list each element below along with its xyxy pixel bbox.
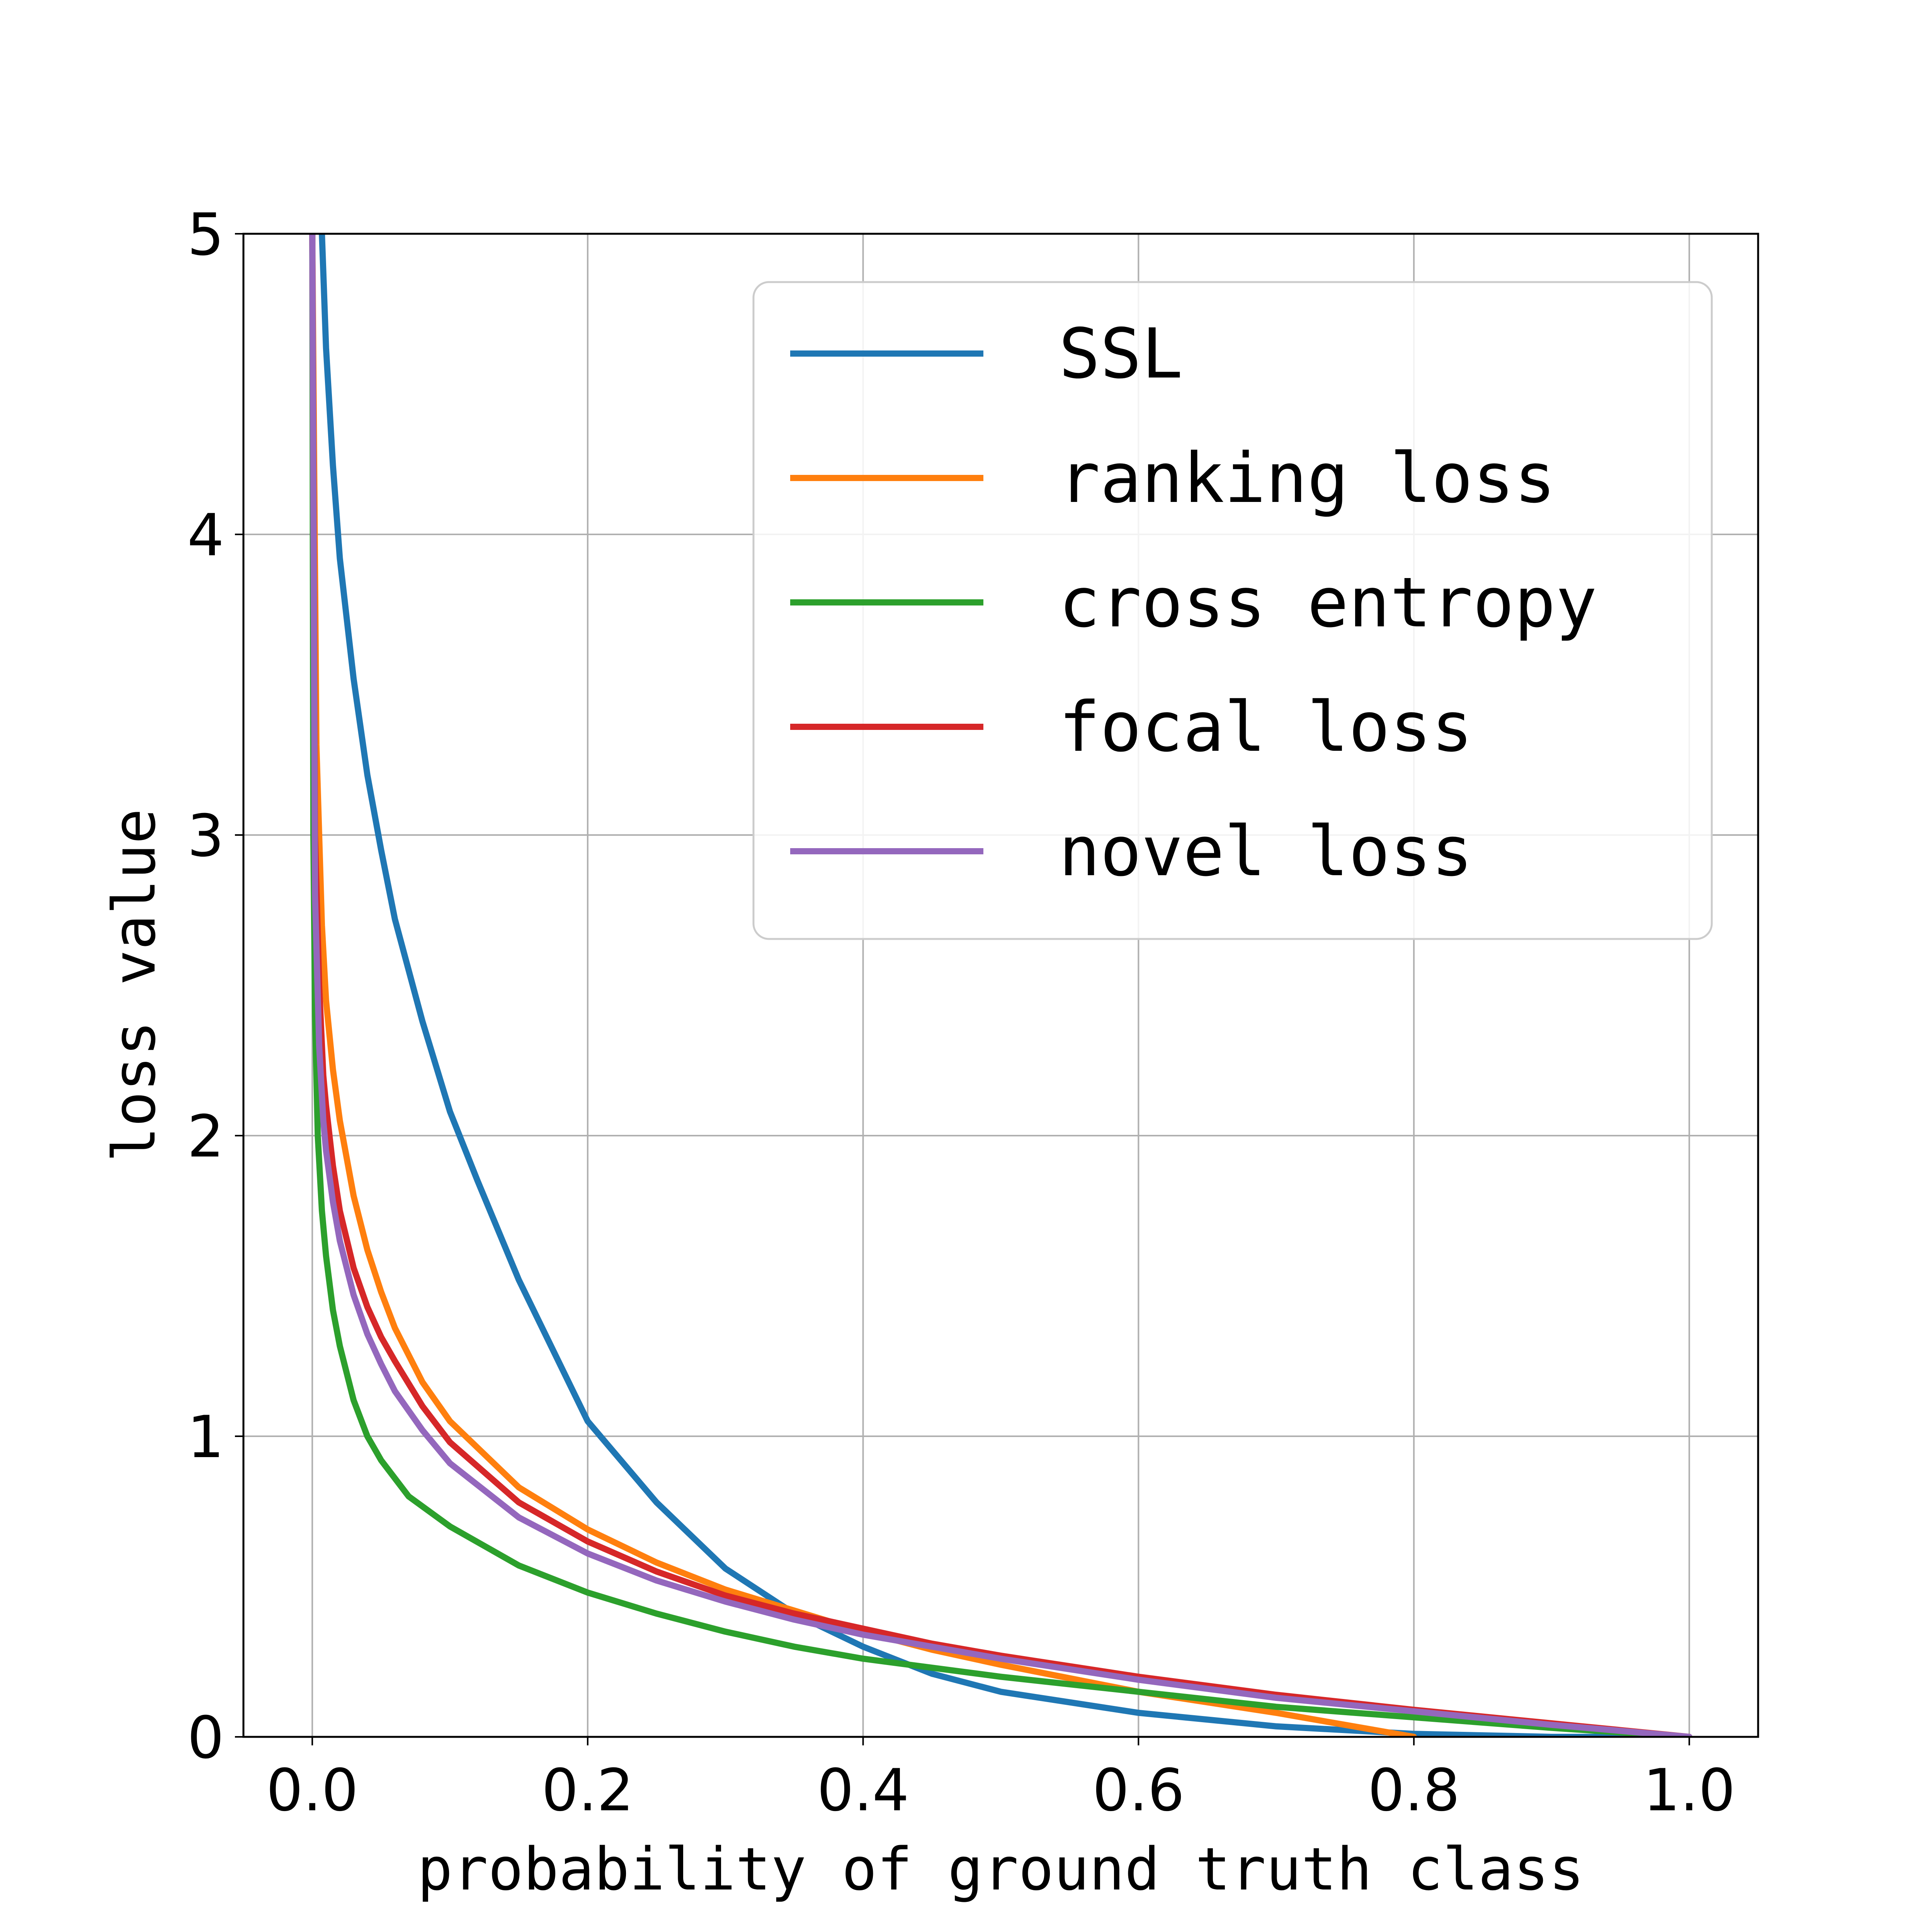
x-tick-label: 0.4 — [817, 1757, 909, 1824]
y-tick-label: 2 — [187, 1103, 224, 1170]
series-lines — [309, 234, 1692, 1737]
y-axis-label: loss value — [100, 808, 168, 1162]
y-tick-label: 3 — [187, 803, 224, 870]
x-tick-label: 0.8 — [1368, 1757, 1460, 1824]
y-tick-label: 1 — [187, 1404, 224, 1471]
series-line-ranking-loss — [309, 234, 1417, 1737]
legend-label: SSL — [1059, 314, 1183, 394]
x-tick-label: 0.2 — [542, 1757, 634, 1824]
legend-box — [752, 281, 1713, 940]
y-tick-label: 0 — [187, 1704, 224, 1772]
legend-label: ranking loss — [1059, 438, 1556, 518]
x-axis-label: probability of ground truth class — [417, 1835, 1584, 1903]
x-tick-label: 1.0 — [1643, 1757, 1736, 1824]
series-line-cross-entropy — [309, 234, 1692, 1737]
x-tick-label: 0.6 — [1092, 1757, 1185, 1824]
legend: SSL ranking loss cross entropy focal loss no… — [752, 281, 1713, 940]
axis-ticks: 0.0 0.2 0.4 0.6 0.8 1.0 0 1 2 3 4 5 — [187, 201, 1736, 1824]
y-tick-label: 4 — [187, 502, 224, 569]
series-line-novel-loss — [309, 234, 1692, 1737]
legend-label: novel loss — [1059, 811, 1473, 891]
legend-label: focal loss — [1059, 687, 1473, 767]
x-tick-label: 0.0 — [266, 1757, 359, 1824]
legend-label: cross entropy — [1059, 563, 1597, 643]
plot-frame — [242, 233, 1759, 1738]
y-tick-label: 5 — [187, 201, 224, 269]
series-line-SSL — [319, 234, 1692, 1737]
